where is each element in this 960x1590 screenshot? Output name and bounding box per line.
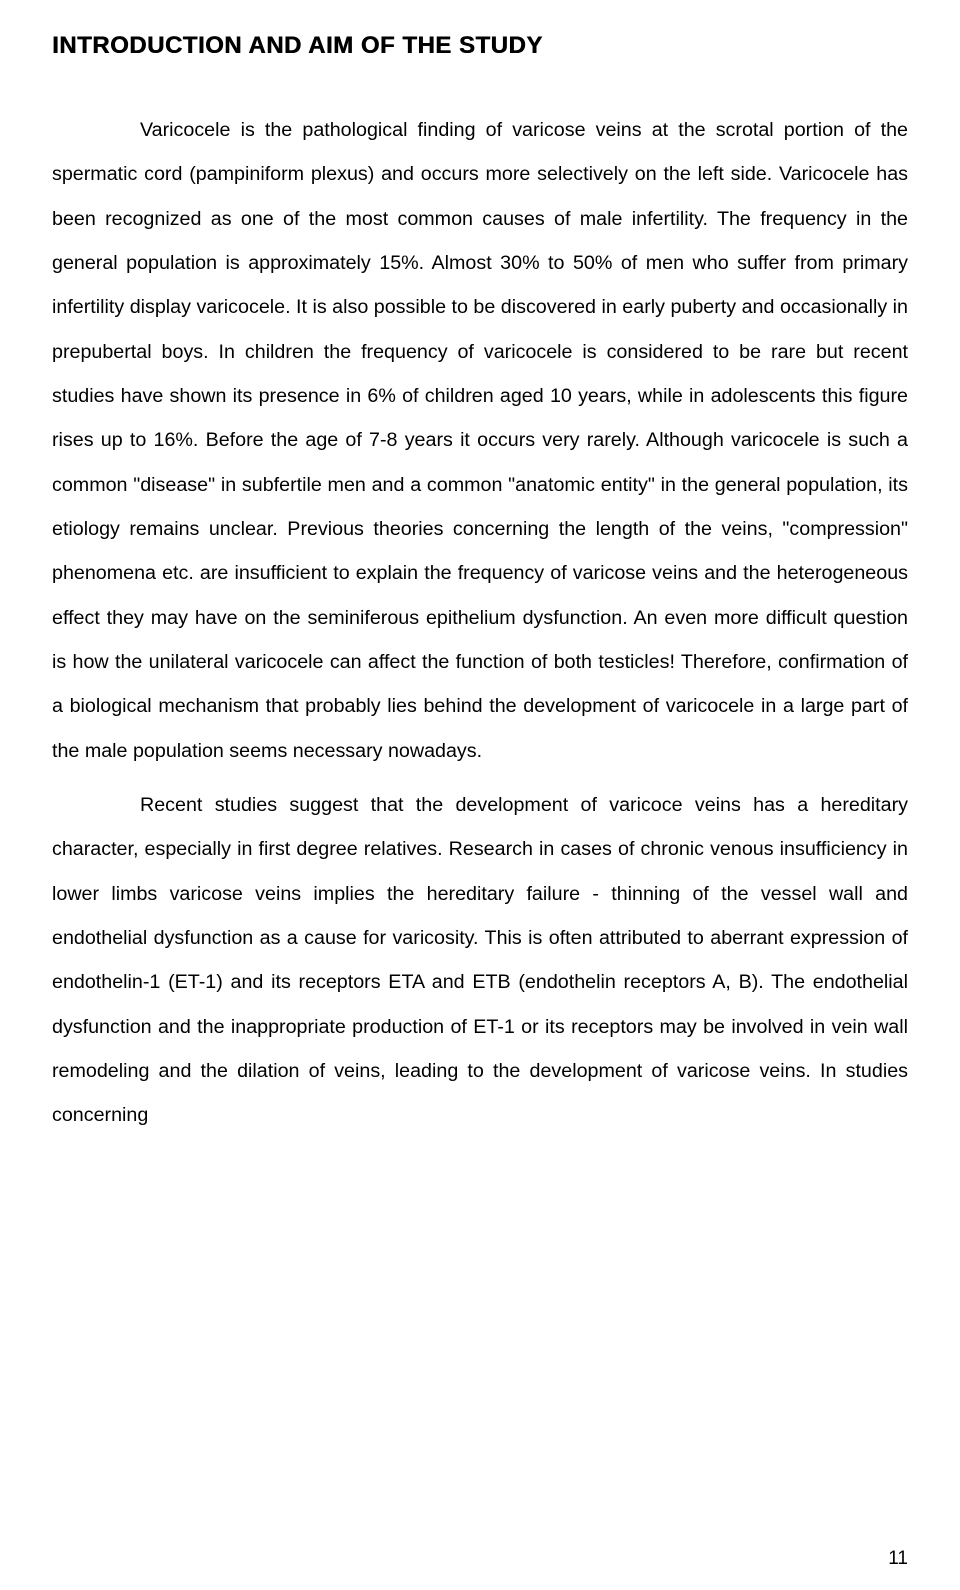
page-number: 11 xyxy=(888,1548,908,1570)
body-paragraph-2: Recent studies suggest that the developm… xyxy=(52,783,908,1138)
section-heading: INTRODUCTION AND AIM OF THE STUDY xyxy=(52,32,908,60)
body-paragraph-1: Varicocele is the pathological finding o… xyxy=(52,108,908,773)
